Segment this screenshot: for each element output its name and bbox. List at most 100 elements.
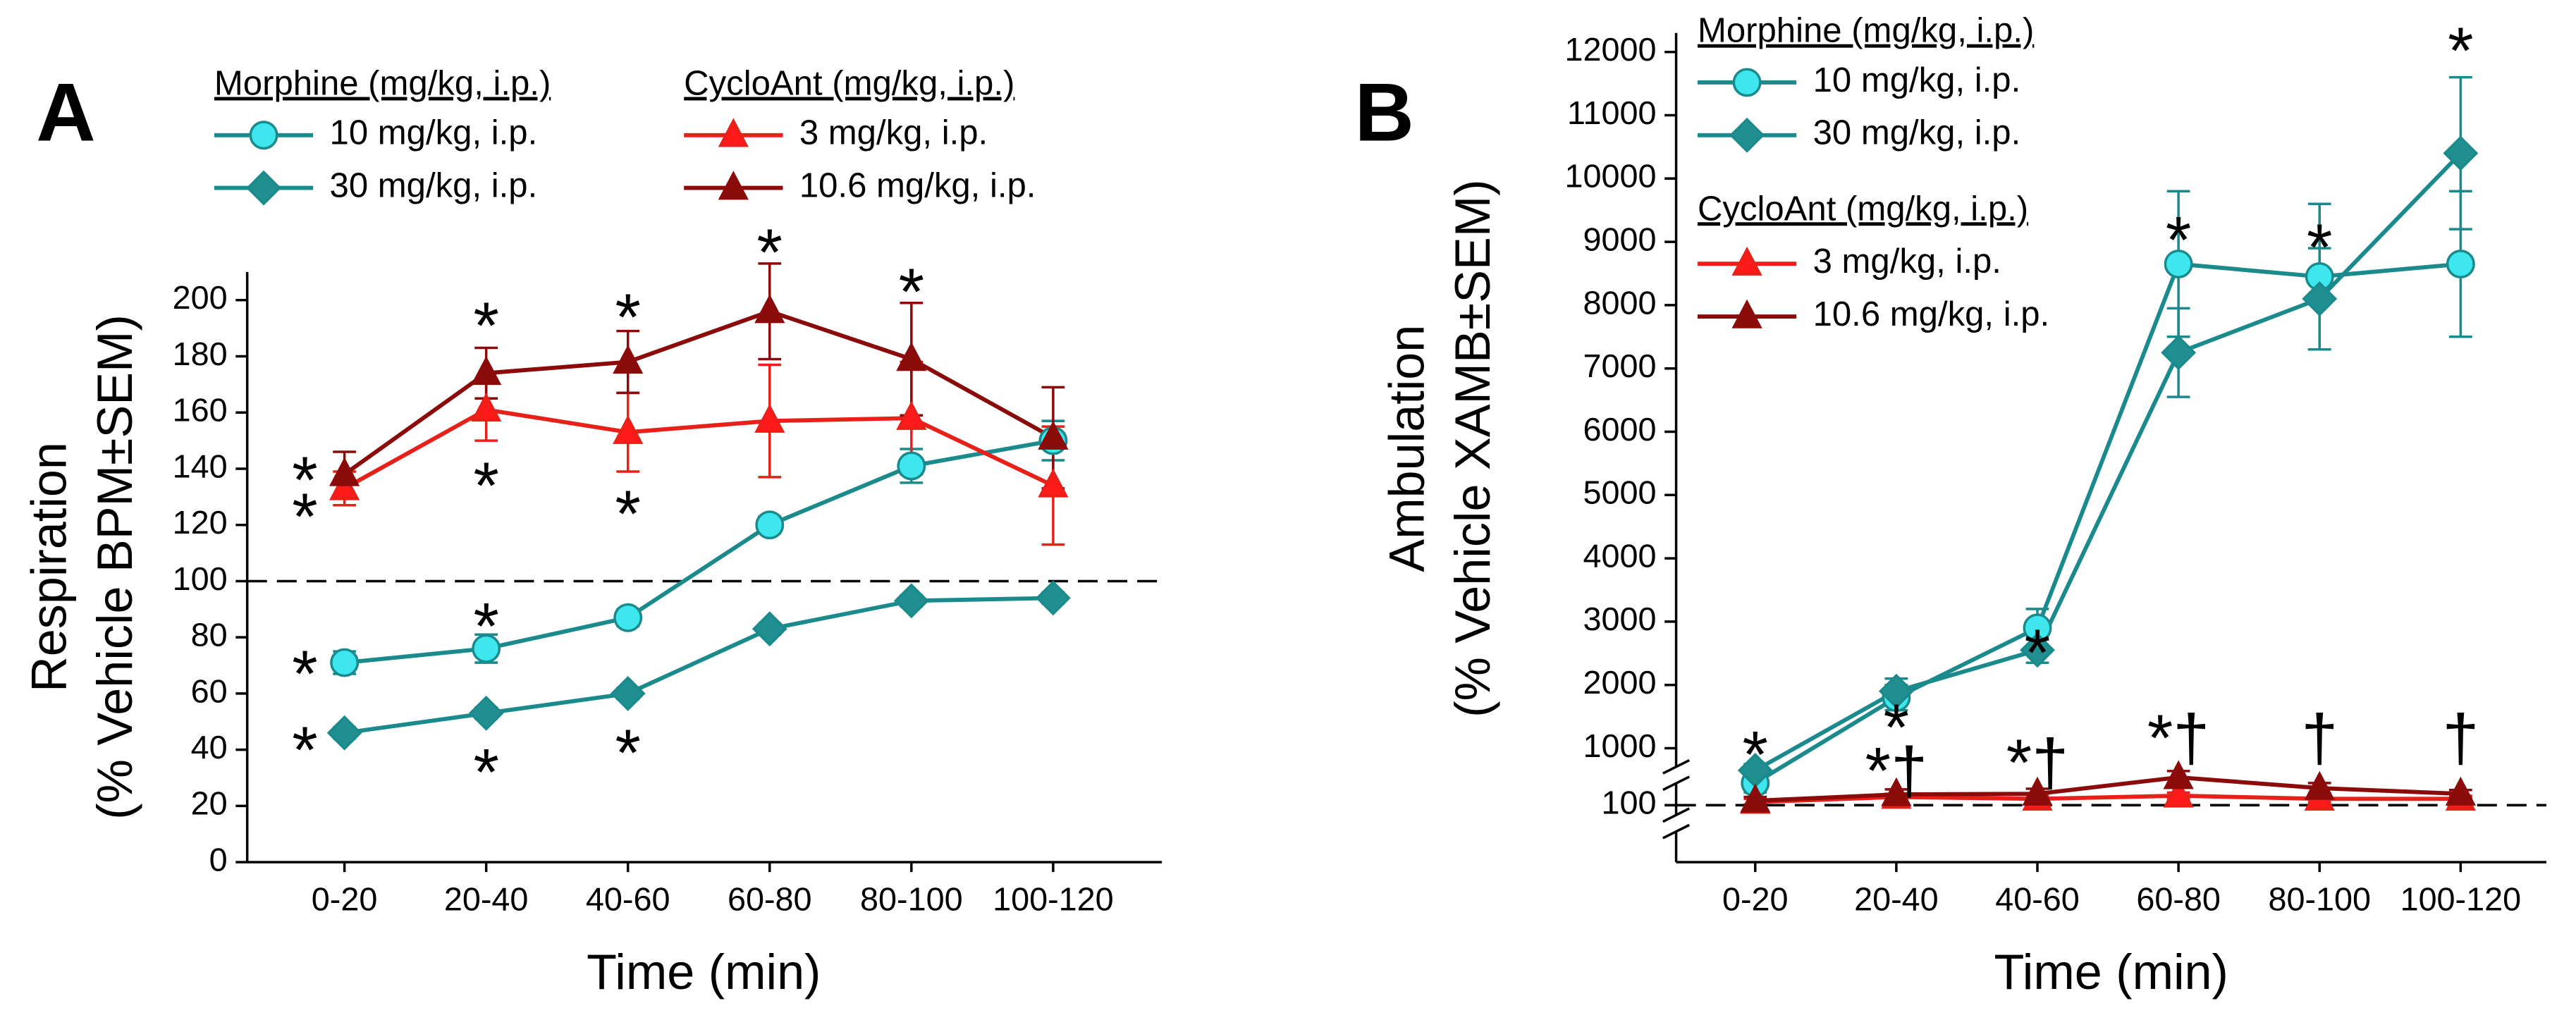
legend-label: 30 mg/kg, i.p. — [330, 167, 538, 205]
marker — [468, 695, 504, 731]
annotation: * — [615, 715, 641, 789]
panel-label: B — [1355, 66, 1414, 158]
annotation: * — [292, 443, 317, 517]
marker — [471, 356, 502, 386]
annotation: * — [899, 254, 924, 328]
marker — [893, 583, 929, 619]
marker — [2022, 776, 2053, 806]
annotation: * — [757, 215, 783, 289]
y-tick-label: 100 — [173, 560, 228, 597]
y-axis-title: Respiration — [21, 442, 76, 692]
legend-title: Morphine (mg/kg, i.p.) — [1698, 12, 2034, 50]
x-axis-title: Time (min) — [587, 945, 821, 1000]
legend-label: 3 mg/kg, i.p. — [1813, 242, 2001, 281]
marker — [2445, 776, 2476, 806]
axis-break — [1662, 758, 1691, 775]
marker — [897, 451, 926, 481]
marker — [1038, 420, 1069, 450]
annotation: * — [2025, 615, 2050, 689]
marker — [1881, 777, 1912, 806]
marker — [613, 603, 643, 632]
annotation: * — [292, 637, 317, 711]
y-tick-label: 11000 — [1567, 94, 1657, 131]
x-tick-label: 60-80 — [2136, 881, 2221, 918]
x-tick-label: 100-120 — [993, 881, 1114, 918]
y-tick-label: 5000 — [1583, 474, 1657, 511]
y-axis-title: Ambulation — [1380, 325, 1435, 572]
y-tick-label: 100 — [1602, 785, 1657, 821]
y-tick-label: 40 — [191, 729, 228, 765]
series-line — [344, 438, 1054, 665]
legend-marker — [1731, 246, 1762, 276]
series-line — [343, 309, 1055, 476]
x-tick-label: 0-20 — [1722, 881, 1789, 918]
marker — [2304, 770, 2335, 800]
x-tick-label: 40-60 — [1995, 881, 2080, 918]
y-tick-label: 0 — [209, 841, 228, 878]
y-tick-label: 8000 — [1583, 284, 1657, 321]
annotation: * — [1884, 690, 1909, 764]
x-tick-label: 80-100 — [860, 881, 963, 918]
annotation: * — [1743, 717, 1768, 791]
annotation: * — [473, 589, 498, 663]
annotation: * — [473, 448, 498, 522]
legend-marker — [1732, 68, 1762, 97]
series-line — [344, 596, 1053, 735]
marker — [2163, 760, 2194, 789]
marker — [2020, 632, 2055, 668]
x-axis-title: Time (min) — [1994, 945, 2228, 1000]
y-tick-label: 60 — [191, 672, 228, 709]
marker — [471, 392, 502, 422]
legend-marker — [249, 121, 278, 150]
legend-label: 10.6 mg/kg, i.p. — [799, 167, 1036, 205]
y-tick-label: 1000 — [1583, 727, 1657, 764]
y-tick-label: 180 — [173, 336, 228, 372]
marker — [1740, 783, 1771, 813]
y-tick-label: 140 — [173, 448, 228, 484]
annotation: * — [292, 713, 317, 787]
marker — [613, 414, 644, 444]
annotation: *† — [2147, 701, 2209, 775]
annotation: *† — [2006, 725, 2068, 799]
x-tick-label: 20-40 — [444, 881, 529, 918]
y-tick-label: 120 — [173, 504, 228, 541]
annotation: * — [473, 288, 498, 362]
x-tick-label: 100-120 — [2400, 881, 2522, 918]
marker — [2163, 778, 2194, 808]
legend-label: 3 mg/kg, i.p. — [799, 114, 988, 152]
legend-label: 30 mg/kg, i.p. — [1813, 114, 2021, 152]
marker — [329, 457, 360, 486]
legend-marker — [1729, 117, 1765, 153]
panel-label: A — [36, 66, 95, 158]
annotation: * — [292, 479, 317, 553]
legend-label: 10.6 mg/kg, i.p. — [1813, 295, 2050, 333]
legend-title: CycloAnt (mg/kg, i.p.) — [684, 65, 1014, 103]
y-axis-title: (% Vehicle XAMB±SEM) — [1445, 179, 1500, 717]
marker — [1038, 468, 1069, 498]
y-tick-label: 7000 — [1583, 348, 1657, 384]
x-tick-label: 60-80 — [728, 881, 812, 918]
marker — [472, 634, 501, 663]
marker — [1035, 580, 1071, 616]
annotation: * — [615, 476, 641, 551]
x-tick-label: 40-60 — [586, 881, 670, 918]
series-line — [1755, 793, 2461, 804]
y-tick-label: 2000 — [1583, 664, 1657, 701]
axis-break — [1662, 823, 1691, 840]
axis-break — [1662, 807, 1691, 823]
legend-marker — [246, 170, 281, 206]
annotation: * — [2166, 202, 2191, 276]
marker — [2302, 281, 2338, 316]
y-tick-label: 3000 — [1583, 601, 1657, 637]
annotation: * — [2448, 13, 2473, 87]
marker — [2443, 135, 2479, 171]
marker — [752, 611, 787, 647]
y-tick-label: 12000 — [1565, 31, 1657, 68]
legend-marker — [718, 118, 749, 147]
marker — [329, 471, 360, 500]
y-tick-label: 200 — [173, 279, 228, 316]
y-tick-label: 10000 — [1565, 158, 1657, 195]
x-tick-label: 20-40 — [1854, 881, 1939, 918]
y-tick-label: 80 — [191, 617, 228, 653]
